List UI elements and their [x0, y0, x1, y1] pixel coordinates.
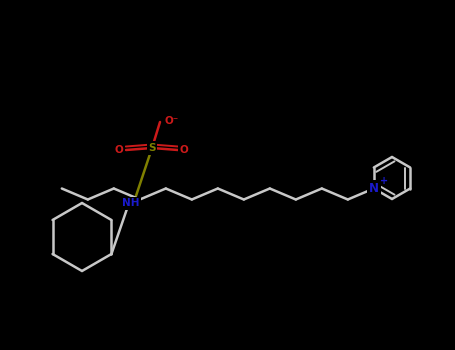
Text: NH: NH [122, 198, 140, 208]
Text: N: N [369, 182, 379, 195]
Text: O⁻: O⁻ [165, 116, 179, 126]
Text: O: O [115, 145, 123, 155]
Text: S: S [148, 143, 156, 153]
Text: O: O [180, 145, 188, 155]
Text: +: + [380, 175, 388, 186]
